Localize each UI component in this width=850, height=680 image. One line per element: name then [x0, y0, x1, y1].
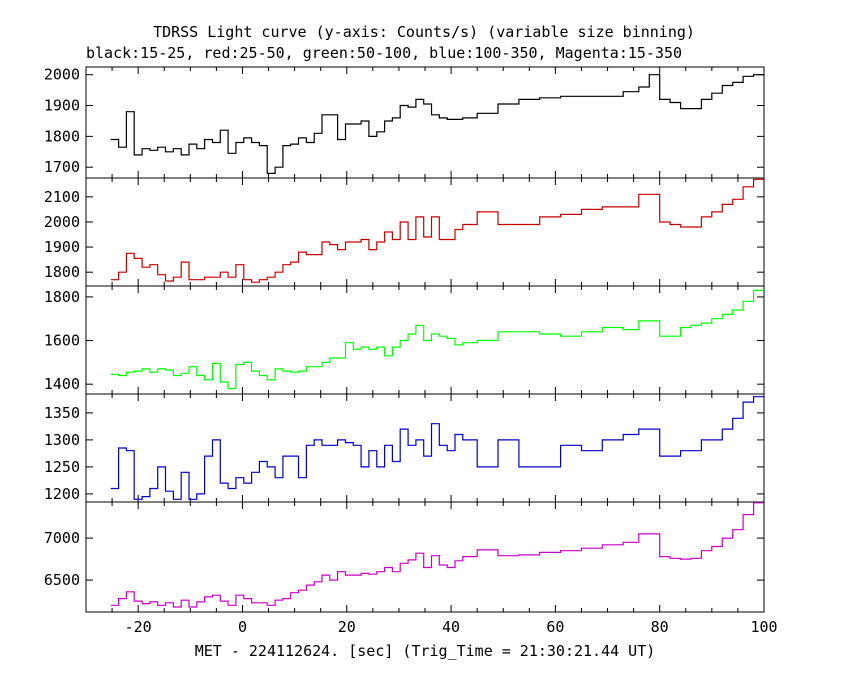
x-tick-label: -20 [125, 618, 152, 636]
y-tick-label: 2000 [44, 66, 80, 84]
y-tick-label: 2100 [44, 188, 80, 206]
panel-100-350: 1200 1250 1300 1350 [44, 393, 765, 503]
x-tick-label: 60 [546, 618, 564, 636]
x-axis-label: MET - 224112624. [sec] (Trig_Time = 21:3… [195, 642, 656, 660]
y-tick-label: 6500 [44, 571, 80, 589]
x-tick-label: 40 [442, 618, 460, 636]
panel-25-50: 1800 1900 2000 2100 [44, 177, 765, 287]
x-tick-label: 100 [750, 618, 777, 636]
y-tick-label: 1250 [44, 458, 80, 476]
series-line-15-350 [110, 502, 764, 608]
x-axis: -20 0 20 40 60 80 100 [125, 618, 778, 636]
y-tick-label: 1800 [44, 288, 80, 306]
x-tick-label: 80 [651, 618, 669, 636]
y-tick-label: 2000 [44, 213, 80, 231]
y-tick-label: 1350 [44, 404, 80, 422]
series-line-15-25 [110, 74, 764, 174]
x-tick-label: 20 [338, 618, 356, 636]
series-line-50-100 [110, 289, 764, 390]
y-tick-label: 1200 [44, 485, 80, 503]
panel-frame [85, 393, 765, 503]
y-tick-label: 1700 [44, 158, 80, 176]
y-tick-label: 1900 [44, 97, 80, 115]
panel-15-25: 1700 1800 1900 2000 [44, 66, 765, 179]
y-tick-label: 1800 [44, 263, 80, 281]
y-tick-label: 1800 [44, 127, 80, 145]
chart-title: TDRSS Light curve (y-axis: Counts/s) (va… [153, 23, 695, 41]
series-line-100-350 [110, 396, 764, 500]
y-tick-label: 1400 [44, 375, 80, 393]
y-tick-label: 1300 [44, 431, 80, 449]
panel-50-100: 1400 1600 1800 [44, 285, 765, 395]
y-tick-label: 1900 [44, 238, 80, 256]
panel-frame [85, 177, 765, 287]
panel-frame [85, 66, 765, 179]
plot-panels: 1700 1800 1900 2000 1800 1900 2000 2100 1400 1600… [44, 66, 765, 613]
series-line-25-50 [110, 178, 764, 283]
panel-15-350: 6500 7000 [44, 501, 765, 613]
y-tick-label: 1600 [44, 332, 80, 350]
y-tick-label: 7000 [44, 529, 80, 547]
x-tick-label: 0 [238, 618, 247, 636]
chart-subtitle: black:15-25, red:25-50, green:50-100, bl… [86, 44, 682, 62]
